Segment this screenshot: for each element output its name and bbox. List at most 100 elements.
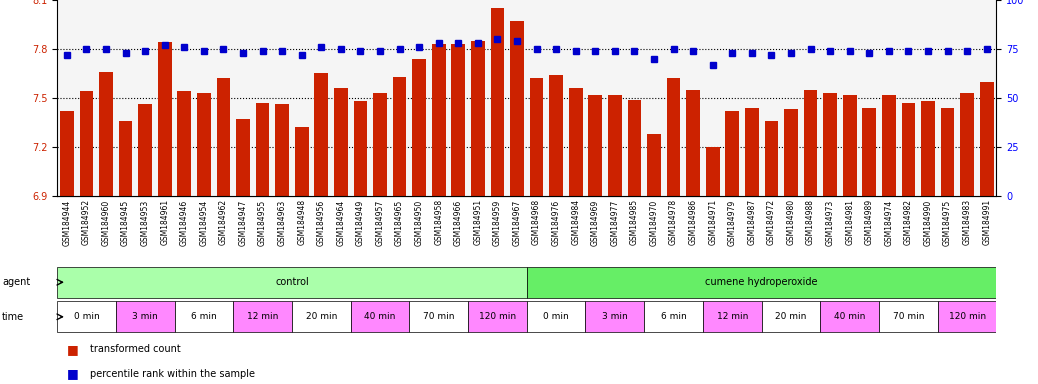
FancyBboxPatch shape — [351, 301, 409, 332]
Bar — [589, 94, 602, 384]
Text: GSM184989: GSM184989 — [865, 199, 874, 245]
FancyBboxPatch shape — [703, 301, 762, 332]
Bar — [628, 99, 641, 384]
Text: GSM184968: GSM184968 — [532, 199, 541, 245]
Bar — [217, 78, 230, 384]
Bar — [960, 93, 974, 384]
Text: transformed count: transformed count — [90, 344, 181, 354]
Text: GSM184946: GSM184946 — [180, 199, 189, 245]
Bar — [647, 134, 661, 384]
Text: GSM184948: GSM184948 — [297, 199, 306, 245]
Text: 70 min: 70 min — [893, 312, 924, 321]
Bar — [921, 101, 935, 384]
Text: GSM184983: GSM184983 — [962, 199, 972, 245]
Bar — [392, 77, 407, 384]
Text: GSM184950: GSM184950 — [414, 199, 424, 245]
Bar — [80, 91, 93, 384]
Bar — [726, 111, 739, 384]
FancyBboxPatch shape — [762, 301, 820, 332]
FancyBboxPatch shape — [937, 301, 996, 332]
Text: GSM184974: GSM184974 — [884, 199, 894, 245]
Text: 40 min: 40 min — [364, 312, 395, 321]
Text: GSM184980: GSM184980 — [787, 199, 795, 245]
Text: 0 min: 0 min — [543, 312, 569, 321]
Text: GSM184945: GSM184945 — [121, 199, 130, 245]
Text: GSM184987: GSM184987 — [747, 199, 757, 245]
Bar — [237, 119, 250, 384]
Text: 20 min: 20 min — [775, 312, 807, 321]
Text: GSM184963: GSM184963 — [277, 199, 286, 245]
Text: GSM184965: GSM184965 — [395, 199, 404, 245]
Bar — [608, 94, 622, 384]
Text: GSM184956: GSM184956 — [317, 199, 326, 245]
Bar — [510, 21, 524, 384]
Bar — [549, 75, 563, 384]
Text: GSM184982: GSM184982 — [904, 199, 912, 245]
Text: GSM184954: GSM184954 — [199, 199, 209, 245]
Text: GSM184979: GSM184979 — [728, 199, 737, 245]
FancyBboxPatch shape — [57, 301, 116, 332]
Text: 40 min: 40 min — [834, 312, 866, 321]
Text: GSM184953: GSM184953 — [141, 199, 149, 245]
Bar — [373, 93, 387, 384]
Bar — [100, 72, 113, 384]
FancyBboxPatch shape — [645, 301, 703, 332]
Text: GSM184988: GSM184988 — [807, 199, 815, 245]
Bar — [197, 93, 211, 384]
FancyBboxPatch shape — [585, 301, 645, 332]
Text: GSM184971: GSM184971 — [708, 199, 717, 245]
Bar — [843, 94, 856, 384]
Text: GSM184957: GSM184957 — [376, 199, 384, 245]
Text: GSM184977: GSM184977 — [610, 199, 620, 245]
Text: GSM184962: GSM184962 — [219, 199, 228, 245]
Text: GSM184959: GSM184959 — [493, 199, 502, 245]
Bar — [354, 101, 367, 384]
Bar — [882, 94, 896, 384]
FancyBboxPatch shape — [879, 301, 937, 332]
Bar — [118, 121, 133, 384]
Text: GSM184951: GSM184951 — [473, 199, 483, 245]
Bar — [666, 78, 681, 384]
Text: 6 min: 6 min — [661, 312, 686, 321]
FancyBboxPatch shape — [527, 301, 585, 332]
Bar — [452, 44, 465, 384]
Bar — [412, 59, 426, 384]
Text: 120 min: 120 min — [949, 312, 986, 321]
Bar — [569, 88, 582, 384]
Text: time: time — [2, 312, 24, 322]
Bar — [765, 121, 778, 384]
FancyBboxPatch shape — [234, 301, 292, 332]
Bar — [315, 73, 328, 384]
Bar — [803, 90, 817, 384]
Bar — [138, 104, 152, 384]
FancyBboxPatch shape — [57, 266, 527, 298]
FancyBboxPatch shape — [820, 301, 879, 332]
FancyBboxPatch shape — [409, 301, 468, 332]
Text: GSM184981: GSM184981 — [845, 199, 854, 245]
Bar — [60, 111, 74, 384]
Bar — [902, 103, 916, 384]
Bar — [863, 108, 876, 384]
Text: GSM184969: GSM184969 — [591, 199, 600, 245]
Bar — [745, 108, 759, 384]
Bar — [491, 8, 504, 384]
Text: GSM184958: GSM184958 — [434, 199, 443, 245]
Bar — [784, 109, 798, 384]
Text: GSM184960: GSM184960 — [102, 199, 110, 245]
Bar — [158, 42, 171, 384]
Text: 20 min: 20 min — [305, 312, 337, 321]
Text: 70 min: 70 min — [422, 312, 455, 321]
FancyBboxPatch shape — [468, 301, 527, 332]
Text: agent: agent — [2, 277, 30, 287]
Bar — [295, 127, 308, 384]
Text: GSM184973: GSM184973 — [825, 199, 835, 245]
Text: GSM184964: GSM184964 — [336, 199, 346, 245]
FancyBboxPatch shape — [116, 301, 174, 332]
Bar — [529, 78, 544, 384]
Text: GSM184972: GSM184972 — [767, 199, 776, 245]
Text: GSM184986: GSM184986 — [688, 199, 698, 245]
Text: 12 min: 12 min — [716, 312, 748, 321]
Text: GSM184976: GSM184976 — [551, 199, 561, 245]
Text: GSM184978: GSM184978 — [670, 199, 678, 245]
Bar — [823, 93, 837, 384]
